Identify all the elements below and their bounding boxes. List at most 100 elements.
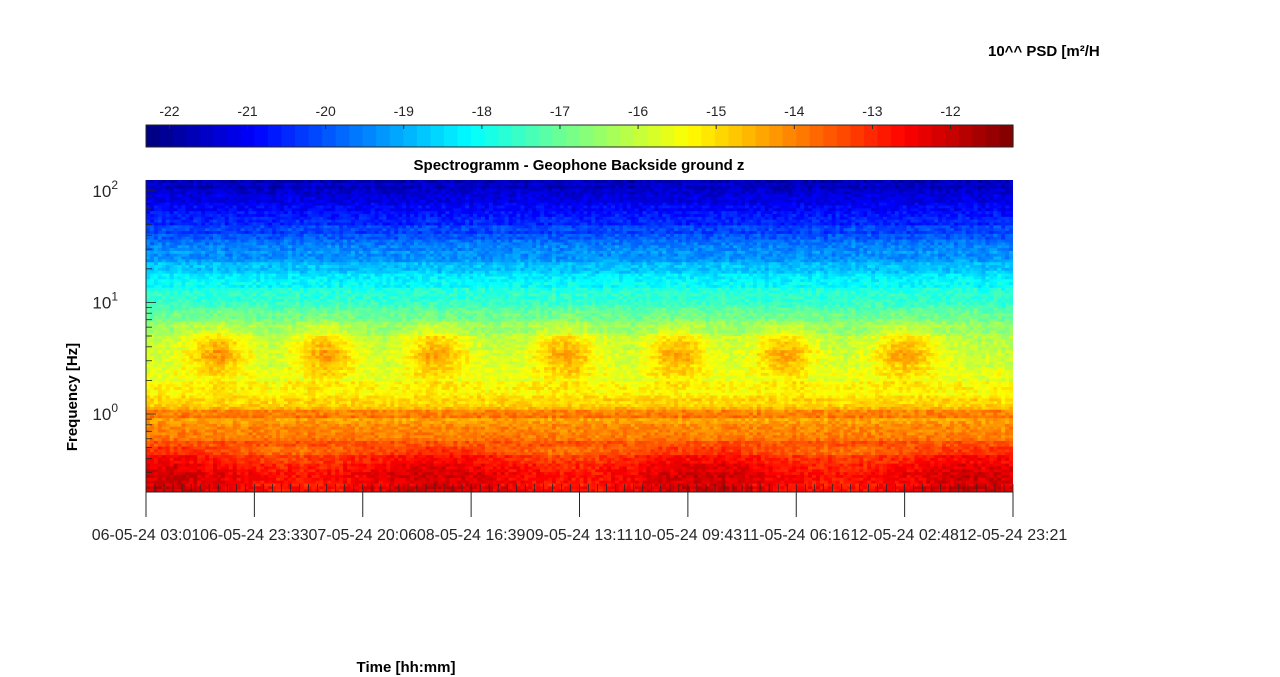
heatmap-cell xyxy=(453,228,457,231)
heatmap-cell xyxy=(879,208,883,211)
heatmap-cell xyxy=(745,208,749,211)
heatmap-cell xyxy=(611,240,615,243)
heatmap-cell xyxy=(394,186,398,189)
heatmap-cell xyxy=(386,197,390,200)
heatmap-cell xyxy=(174,223,178,226)
heatmap-cell xyxy=(556,191,560,194)
heatmap-cell xyxy=(710,191,714,194)
heatmap-cell xyxy=(351,237,355,240)
heatmap-cell xyxy=(631,225,635,228)
heatmap-cell xyxy=(879,194,883,197)
heatmap-cell xyxy=(426,231,430,234)
heatmap-cell xyxy=(883,206,887,209)
heatmap-cell xyxy=(922,191,926,194)
colorbar-step xyxy=(891,125,905,147)
heatmap-cell xyxy=(150,203,154,206)
heatmap-cell xyxy=(816,225,820,228)
heatmap-cell xyxy=(780,217,784,220)
heatmap-cell xyxy=(154,231,158,234)
heatmap-cell xyxy=(741,203,745,206)
heatmap-cell xyxy=(954,240,958,243)
heatmap-cell xyxy=(800,194,804,197)
heatmap-cell xyxy=(832,183,836,186)
heatmap-cell xyxy=(702,200,706,203)
heatmap-cell xyxy=(158,237,162,240)
heatmap-cell xyxy=(256,228,260,231)
heatmap-cell xyxy=(386,211,390,214)
heatmap-cell xyxy=(670,234,674,237)
heatmap-cell xyxy=(434,208,438,211)
heatmap-cell xyxy=(556,197,560,200)
heatmap-cell xyxy=(327,211,331,214)
heatmap-cell xyxy=(516,214,520,217)
heatmap-cell xyxy=(930,180,934,183)
heatmap-cell xyxy=(903,180,907,183)
heatmap-cell xyxy=(528,211,532,214)
heatmap-cell xyxy=(477,237,481,240)
heatmap-cell xyxy=(390,197,394,200)
heatmap-cell xyxy=(867,234,871,237)
heatmap-cell xyxy=(351,223,355,226)
heatmap-cell xyxy=(682,223,686,226)
heatmap-cell xyxy=(1005,197,1009,200)
heatmap-cell xyxy=(402,242,406,245)
heatmap-cell xyxy=(233,183,237,186)
heatmap-cell xyxy=(331,186,335,189)
heatmap-cell xyxy=(993,206,997,209)
heatmap-cell xyxy=(485,180,489,183)
heatmap-cell xyxy=(386,200,390,203)
heatmap-cell xyxy=(461,197,465,200)
heatmap-cell xyxy=(477,189,481,192)
heatmap-cell xyxy=(237,208,241,211)
heatmap-cell xyxy=(410,211,414,214)
heatmap-cell xyxy=(816,206,820,209)
heatmap-cell xyxy=(339,186,343,189)
heatmap-cell xyxy=(686,240,690,243)
heatmap-cell xyxy=(1005,231,1009,234)
heatmap-cell xyxy=(453,203,457,206)
heatmap-cell xyxy=(308,220,312,223)
heatmap-cell xyxy=(264,197,268,200)
heatmap-cell xyxy=(453,197,457,200)
heatmap-cell xyxy=(706,225,710,228)
heatmap-cell xyxy=(840,191,844,194)
heatmap-cell xyxy=(611,211,615,214)
heatmap-cell xyxy=(461,228,465,231)
heatmap-cell xyxy=(950,186,954,189)
heatmap-cell xyxy=(438,208,442,211)
heatmap-cell xyxy=(300,197,304,200)
heatmap-cell xyxy=(974,225,978,228)
heatmap-cell xyxy=(170,191,174,194)
heatmap-cell xyxy=(666,237,670,240)
heatmap-cell xyxy=(713,194,717,197)
heatmap-cell xyxy=(721,225,725,228)
heatmap-cell xyxy=(185,214,189,217)
heatmap-cell xyxy=(485,186,489,189)
heatmap-cell xyxy=(682,203,686,206)
heatmap-cell xyxy=(335,180,339,183)
heatmap-cell xyxy=(379,203,383,206)
heatmap-cell xyxy=(457,183,461,186)
heatmap-cell xyxy=(780,183,784,186)
heatmap-cell xyxy=(662,234,666,237)
heatmap-cell xyxy=(844,197,848,200)
heatmap-cell xyxy=(300,214,304,217)
heatmap-cell xyxy=(907,220,911,223)
heatmap-cell xyxy=(308,231,312,234)
heatmap-cell xyxy=(863,220,867,223)
heatmap-cell xyxy=(725,231,729,234)
heatmap-cell xyxy=(627,228,631,231)
heatmap-cell xyxy=(485,208,489,211)
heatmap-cell xyxy=(268,189,272,192)
heatmap-cell xyxy=(595,191,599,194)
heatmap-cell xyxy=(682,194,686,197)
heatmap-cell xyxy=(308,206,312,209)
heatmap-cell xyxy=(761,197,765,200)
heatmap-cell xyxy=(804,203,808,206)
heatmap-cell xyxy=(985,220,989,223)
heatmap-cell xyxy=(788,240,792,243)
heatmap-cell xyxy=(737,206,741,209)
heatmap-cell xyxy=(304,186,308,189)
heatmap-cell xyxy=(808,183,812,186)
heatmap-cell xyxy=(887,234,891,237)
